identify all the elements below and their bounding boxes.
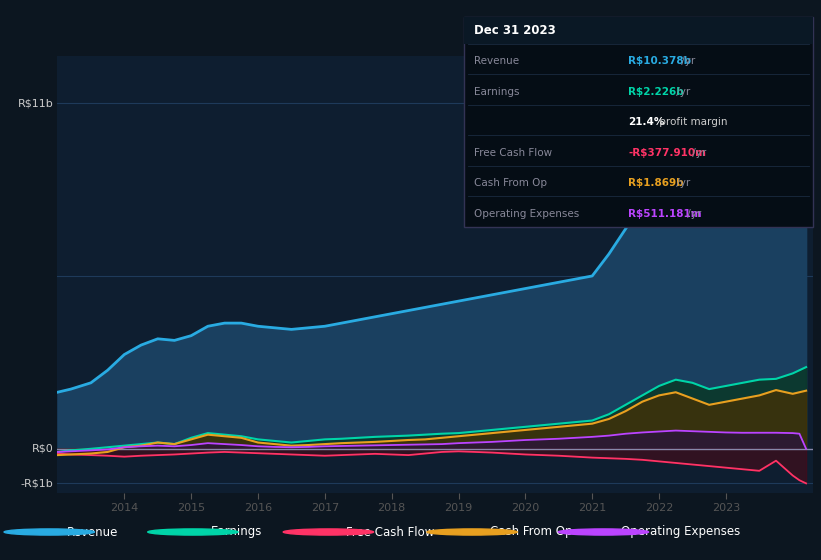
- Text: -R$1b: -R$1b: [21, 478, 53, 488]
- Text: 21.4%: 21.4%: [628, 118, 664, 128]
- Text: profit margin: profit margin: [656, 118, 727, 128]
- Text: Dec 31 2023: Dec 31 2023: [474, 24, 556, 37]
- Text: /yr: /yr: [672, 87, 690, 97]
- Text: Earnings: Earnings: [474, 87, 519, 97]
- Text: /yr: /yr: [690, 148, 707, 158]
- Circle shape: [558, 529, 649, 535]
- Text: Free Cash Flow: Free Cash Flow: [346, 525, 435, 539]
- Text: /yr: /yr: [678, 57, 695, 67]
- Text: R$1.869b: R$1.869b: [628, 179, 684, 189]
- Text: Earnings: Earnings: [211, 525, 263, 539]
- Text: -R$377.910m: -R$377.910m: [628, 148, 706, 158]
- Text: R$2.226b: R$2.226b: [628, 87, 684, 97]
- Circle shape: [283, 529, 374, 535]
- Circle shape: [4, 529, 94, 535]
- Text: /yr: /yr: [684, 209, 701, 219]
- Circle shape: [148, 529, 238, 535]
- Text: Revenue: Revenue: [67, 525, 119, 539]
- Text: R$0: R$0: [32, 444, 53, 454]
- Text: Operating Expenses: Operating Expenses: [621, 525, 741, 539]
- Circle shape: [427, 529, 517, 535]
- Text: R$511.181m: R$511.181m: [628, 209, 702, 219]
- Text: Revenue: Revenue: [474, 57, 519, 67]
- Text: Cash From Op: Cash From Op: [490, 525, 572, 539]
- Text: Cash From Op: Cash From Op: [474, 179, 547, 189]
- Text: R$10.378b: R$10.378b: [628, 57, 691, 67]
- Text: /yr: /yr: [672, 179, 690, 189]
- Text: Operating Expenses: Operating Expenses: [474, 209, 579, 219]
- Text: Free Cash Flow: Free Cash Flow: [474, 148, 552, 158]
- Text: R$11b: R$11b: [18, 98, 53, 108]
